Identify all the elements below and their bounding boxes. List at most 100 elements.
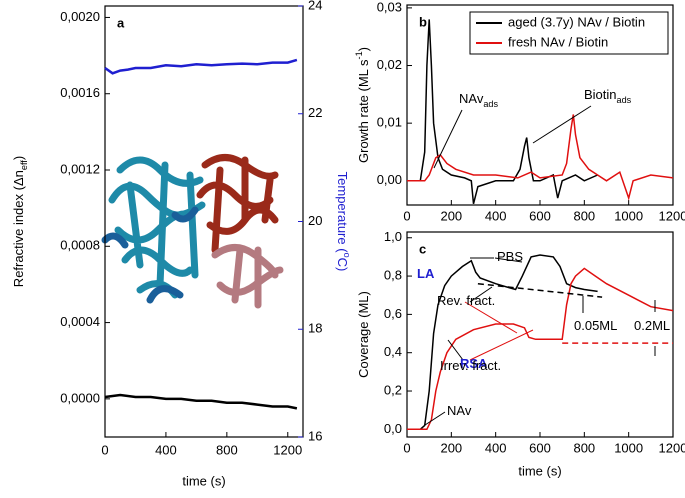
annotation-subscript: ads <box>617 95 632 105</box>
x-tick-label: 200 <box>440 208 462 223</box>
annotation-text: NAv <box>447 403 472 418</box>
label-part: ) <box>11 156 26 160</box>
y-tick-label: 0,0 <box>384 421 402 436</box>
series-line <box>104 58 298 75</box>
annotation-arrow <box>447 339 464 361</box>
label-part: Growth rate (ML s <box>356 59 371 163</box>
series-line <box>104 393 298 410</box>
x-axis-label: time (s) <box>518 463 561 478</box>
x-tick-label: 200 <box>440 440 462 455</box>
panel-label: a <box>117 15 125 30</box>
y-axis-label: Refractive index (Δneff) <box>11 156 29 287</box>
annotation-text: PBS <box>497 249 523 264</box>
annotation-text: RSA <box>460 356 488 371</box>
y-tick-label: 0,02 <box>377 57 402 72</box>
x-tick-label: 1000 <box>614 440 643 455</box>
series-line <box>407 254 598 431</box>
annotation-arrow <box>464 301 518 334</box>
x-tick-label: 1000 <box>614 208 643 223</box>
y2-tick-label: 18 <box>308 321 322 336</box>
y-tick-label: 0,0012 <box>60 161 100 176</box>
annotation-text: 0.05ML <box>574 318 617 333</box>
y-tick-label: 0,6 <box>384 306 402 321</box>
y-tick-label: 0,8 <box>384 268 402 283</box>
annotation: 0.2ML <box>634 318 670 333</box>
y-tick-label: 1,0 <box>384 229 402 244</box>
label-part: -1 <box>354 51 364 59</box>
label-part: Temperature ( <box>335 172 350 254</box>
y-tick-label: 0,2 <box>384 382 402 397</box>
x-tick-label: 0 <box>403 440 410 455</box>
annotation: RSA <box>460 356 488 371</box>
annotation-arrow <box>469 329 534 361</box>
panel-label: c <box>419 241 426 256</box>
annotation-arrow <box>424 411 446 426</box>
x-tick-label: 800 <box>573 208 595 223</box>
y-axis-label: Temperature (oC) <box>335 172 352 272</box>
x-tick-label: 0 <box>101 442 108 457</box>
y-tick-label: 0,0020 <box>60 9 100 24</box>
x-tick-label: 600 <box>529 440 551 455</box>
y2-tick-label: 24 <box>308 0 322 12</box>
y-tick-label: 0,0016 <box>60 85 100 100</box>
annotation-text: LA <box>417 266 435 281</box>
y-tick-label: 0,03 <box>377 0 402 14</box>
y-tick-label: 0,0004 <box>60 314 100 329</box>
label-part: o <box>342 253 352 258</box>
annotation: NAv <box>447 403 472 418</box>
annotation: Biotinads <box>584 87 632 105</box>
label-part: eff <box>19 160 29 170</box>
annotation-text: NAv <box>459 91 484 106</box>
y2-tick-label: 16 <box>308 428 322 443</box>
label-part: Coverage (ML) <box>356 291 371 378</box>
annotation: LA <box>417 266 435 281</box>
legend-box <box>469 11 669 55</box>
series-line <box>407 114 674 201</box>
y-tick-label: 0,0008 <box>60 238 100 253</box>
x-tick-label: 800 <box>216 442 238 457</box>
annotation-text: Irrev. fract. <box>440 358 501 373</box>
x-tick-label: 400 <box>155 442 177 457</box>
label-part: C) <box>335 258 350 272</box>
annotation-subscript: ads <box>483 99 498 109</box>
annotation: Irrev. fract. <box>440 358 501 373</box>
annotation-arrow <box>469 286 493 303</box>
y-axis-label: Coverage (ML) <box>356 291 371 378</box>
series-line <box>477 282 603 298</box>
series-line <box>407 267 674 431</box>
annotation-text: 0.2ML <box>634 318 670 333</box>
x-tick-label: 800 <box>573 440 595 455</box>
y-tick-label: 0,4 <box>384 344 402 359</box>
panel-label: b <box>419 14 427 29</box>
annotation: NAvads <box>459 91 498 109</box>
label-part: Refractive index (Δn <box>11 170 26 287</box>
legend-label: fresh NAv / Biotin <box>508 34 608 49</box>
protein-illustration <box>101 154 284 309</box>
y2-tick-label: 22 <box>308 105 322 120</box>
annotation: Rev. fract. <box>437 293 495 308</box>
y-tick-label: 0,0000 <box>60 390 100 405</box>
y-axis-label: Growth rate (ML s-1) <box>354 47 371 163</box>
annotation-text: Biotin <box>584 87 617 102</box>
y-tick-label: 0,00 <box>377 172 402 187</box>
annotation: PBS <box>497 249 523 264</box>
x-tick-label: 1200 <box>273 442 302 457</box>
annotation-arrow <box>494 257 523 263</box>
series-line <box>407 19 598 204</box>
annotation-arrow <box>433 109 463 169</box>
x-axis-label: time (s) <box>182 473 225 488</box>
y2-tick-label: 20 <box>308 213 322 228</box>
x-tick-label: 400 <box>485 440 507 455</box>
annotation-text: Rev. fract. <box>437 293 495 308</box>
legend-label: aged (3.7y) NAv / Biotin <box>508 14 645 29</box>
x-tick-label: 400 <box>485 208 507 223</box>
x-tick-label: 1200 <box>659 440 685 455</box>
annotation-arrow <box>532 105 592 144</box>
x-tick-label: 0 <box>403 208 410 223</box>
label-part: ) <box>356 47 371 51</box>
x-tick-label: 1200 <box>659 208 685 223</box>
x-tick-label: 600 <box>529 208 551 223</box>
annotation: 0.05ML <box>574 318 617 333</box>
y-tick-label: 0,01 <box>377 115 402 130</box>
